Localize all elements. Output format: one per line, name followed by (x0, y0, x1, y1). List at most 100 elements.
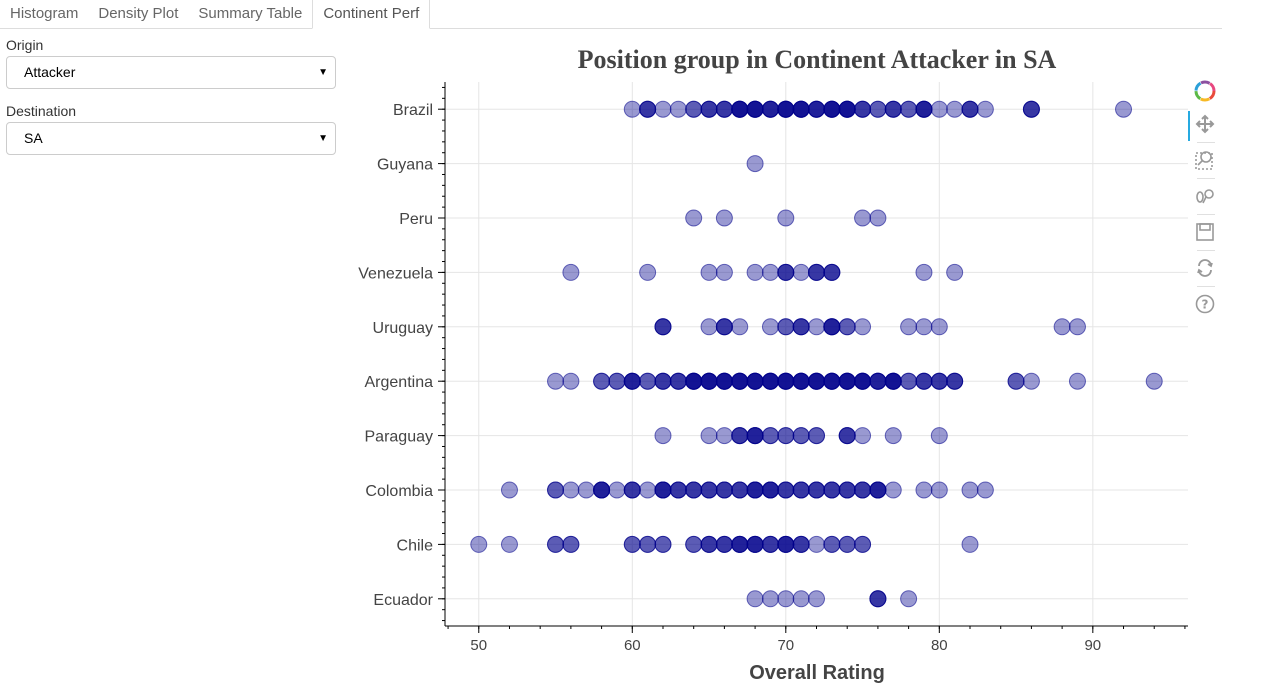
data-point (884, 372, 902, 390)
y-tick-label: Argentina (365, 374, 434, 391)
tab-bar: Histogram Density Plot Summary Table Con… (0, 0, 1222, 29)
data-point (761, 318, 779, 336)
data-point (562, 481, 580, 499)
data-point (869, 209, 887, 227)
data-point (700, 481, 718, 499)
data-point (976, 100, 994, 118)
tab-density-plot[interactable]: Density Plot (98, 5, 179, 22)
destination-select-value: SA (24, 130, 43, 146)
data-point (761, 481, 779, 499)
data-point (854, 209, 872, 227)
data-point (685, 481, 703, 499)
data-point (915, 263, 933, 281)
origin-select[interactable]: Attacker ▼ (6, 56, 336, 89)
scatter-plot[interactable]: Position group in Continent Attacker in … (340, 36, 1190, 686)
data-point (1022, 372, 1040, 390)
data-point (777, 427, 795, 445)
data-point (547, 535, 565, 553)
data-point (838, 427, 856, 445)
data-point (731, 372, 749, 390)
data-point (715, 263, 733, 281)
data-point (700, 263, 718, 281)
data-point (900, 100, 918, 118)
wheel-zoom-icon[interactable] (1188, 181, 1222, 211)
data-point (639, 372, 657, 390)
data-point (900, 590, 918, 608)
data-point (792, 535, 810, 553)
data-point (884, 427, 902, 445)
data-point (608, 481, 626, 499)
x-axis-title: Overall Rating (749, 662, 885, 684)
tab-continent-perf[interactable]: Continent Perf (312, 0, 431, 29)
data-point (946, 372, 964, 390)
data-point (1068, 318, 1086, 336)
tab-histogram[interactable]: Histogram (10, 5, 79, 22)
data-point (792, 372, 810, 390)
data-point (808, 481, 825, 499)
data-point (577, 481, 595, 499)
destination-select[interactable]: SA ▼ (6, 122, 336, 155)
y-tick-label: Venezuela (358, 265, 433, 282)
data-point (838, 372, 856, 390)
data-point (869, 590, 887, 608)
data-point (854, 481, 872, 499)
data-point (715, 481, 733, 499)
data-point (639, 100, 657, 118)
data-point (1007, 372, 1025, 390)
data-point (500, 481, 518, 499)
destination-widget: Destination SA ▼ (6, 103, 336, 155)
help-icon[interactable]: ? (1188, 289, 1222, 319)
box-zoom-icon[interactable] (1188, 145, 1222, 175)
x-tick-label: 90 (1084, 637, 1101, 654)
data-point (700, 318, 718, 336)
reset-icon[interactable] (1188, 253, 1222, 283)
data-point (808, 427, 825, 445)
data-point (900, 318, 918, 336)
y-tick-label: Brazil (393, 102, 433, 119)
data-point (838, 318, 856, 336)
data-point (654, 427, 672, 445)
data-point (654, 100, 672, 118)
data-point (731, 318, 749, 336)
data-point (777, 263, 795, 281)
data-point (685, 209, 703, 227)
save-icon[interactable] (1188, 217, 1222, 247)
data-point (700, 535, 718, 553)
data-point (777, 590, 795, 608)
data-point (808, 263, 825, 281)
data-point (808, 318, 825, 336)
data-point (808, 590, 825, 608)
data-point (639, 535, 657, 553)
data-point (654, 372, 672, 390)
data-point (930, 372, 948, 390)
data-point (823, 372, 841, 390)
pan-icon[interactable] (1188, 109, 1222, 141)
data-point (930, 481, 948, 499)
data-point (915, 372, 933, 390)
data-point (792, 100, 810, 118)
data-point (654, 318, 672, 336)
toolbar-divider (1197, 142, 1215, 143)
data-point (715, 209, 733, 227)
data-point (838, 481, 856, 499)
destination-label: Destination (6, 103, 77, 119)
data-point (623, 372, 641, 390)
data-point (777, 481, 795, 499)
origin-select-value: Attacker (24, 64, 76, 80)
data-point (777, 318, 795, 336)
data-point (593, 481, 611, 499)
data-point (746, 535, 764, 553)
chevron-down-icon: ▼ (318, 67, 328, 78)
data-point (961, 481, 979, 499)
tab-summary-table[interactable]: Summary Table (198, 5, 303, 22)
data-point (915, 100, 933, 118)
data-point (500, 535, 518, 553)
y-tick-label: Ecuador (373, 592, 433, 609)
data-point (623, 535, 641, 553)
data-point (593, 372, 611, 390)
data-point (761, 427, 779, 445)
data-point (1068, 372, 1086, 390)
bokeh-logo-icon[interactable] (1188, 76, 1222, 106)
data-point (746, 372, 764, 390)
data-point (946, 263, 964, 281)
